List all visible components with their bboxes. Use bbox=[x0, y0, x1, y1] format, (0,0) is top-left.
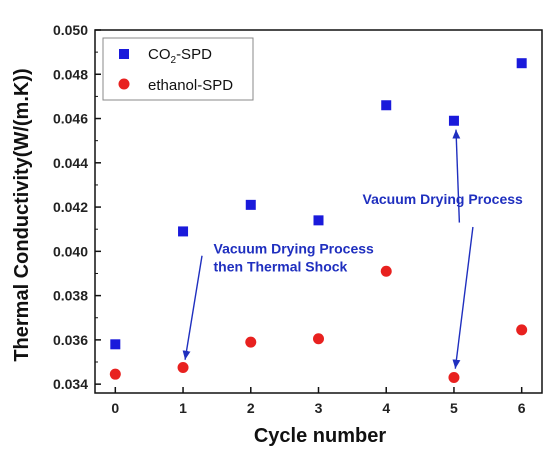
y-tick-label-4: 0.042 bbox=[53, 199, 88, 215]
y-tick-label-8: 0.050 bbox=[53, 22, 88, 38]
ethanol-spd-point-2 bbox=[245, 336, 257, 348]
co2-spd-point-5 bbox=[448, 115, 459, 126]
annotation-arrow-1 bbox=[452, 226, 474, 369]
legend-co2-subscript: 2 bbox=[171, 55, 177, 66]
y-tick-label-1: 0.036 bbox=[53, 332, 88, 348]
y-tick-label-5: 0.044 bbox=[53, 155, 88, 171]
annotation-arrow-2 bbox=[452, 129, 461, 223]
ethanol-spd-point-5 bbox=[448, 372, 460, 384]
co2-spd-point-0 bbox=[110, 339, 121, 350]
legend-label-ethanol: ethanol-SPD bbox=[148, 77, 233, 94]
x-tick-label-6: 6 bbox=[518, 400, 526, 416]
co2-spd-point-6 bbox=[516, 58, 527, 69]
annotation-text-1-line-0: Vacuum Drying Process bbox=[363, 191, 524, 207]
legend-label-co2: CO2-SPD bbox=[148, 46, 212, 66]
y-tick-label-3: 0.040 bbox=[53, 243, 88, 259]
x-tick-label-4: 4 bbox=[382, 400, 390, 416]
y-tick-label-0: 0.034 bbox=[53, 376, 88, 392]
x-tick-label-1: 1 bbox=[179, 400, 187, 416]
legend-co2-prefix: CO bbox=[148, 46, 171, 63]
ticks-layer: 0 1 2 3 4 5 6 0.034 0.036 0.038 0.040 0.042 0.044 0.0… bbox=[53, 22, 526, 416]
legend-marker-co2 bbox=[119, 49, 129, 59]
ethanol-spd-point-1 bbox=[177, 362, 189, 374]
legend-box bbox=[102, 37, 254, 101]
y-tick-label-7: 0.048 bbox=[53, 66, 88, 82]
annotations-layer: Vacuum Drying Process then Thermal Shock V… bbox=[182, 129, 524, 369]
co2-spd-point-3 bbox=[313, 215, 324, 226]
annotation-text-0-line-1: then Thermal Shock bbox=[214, 259, 348, 275]
legend-marker-ethanol bbox=[118, 78, 130, 90]
x-tick-label-2: 2 bbox=[247, 400, 255, 416]
co2-spd-point-2 bbox=[245, 199, 256, 210]
ethanol-spd-point-3 bbox=[313, 333, 324, 345]
x-axis-title: Cycle number bbox=[254, 425, 386, 447]
x-tick-label-3: 3 bbox=[315, 400, 323, 416]
y-tick-label-2: 0.038 bbox=[53, 288, 88, 304]
ethanol-spd-point-0 bbox=[109, 368, 121, 380]
co2-spd-point-1 bbox=[178, 226, 189, 237]
ethanol-spd-point-4 bbox=[380, 265, 392, 277]
y-axis-title: Thermal Conductivity(W/(m.K)) bbox=[11, 68, 33, 361]
ethanol-spd-point-6 bbox=[516, 324, 528, 336]
x-tick-label-5: 5 bbox=[450, 400, 458, 416]
annotation-text-0-line-0: Vacuum Drying Process bbox=[214, 241, 375, 257]
legend-co2-suffix: -SPD bbox=[176, 46, 212, 63]
y-tick-label-6: 0.046 bbox=[53, 111, 88, 127]
co2-spd-point-4 bbox=[381, 100, 392, 111]
annotation-arrow-0 bbox=[182, 255, 203, 360]
x-tick-label-0: 0 bbox=[111, 400, 119, 416]
legend: CO2-SPD ethanol-SPD bbox=[102, 37, 254, 101]
marks-layer bbox=[109, 58, 528, 384]
